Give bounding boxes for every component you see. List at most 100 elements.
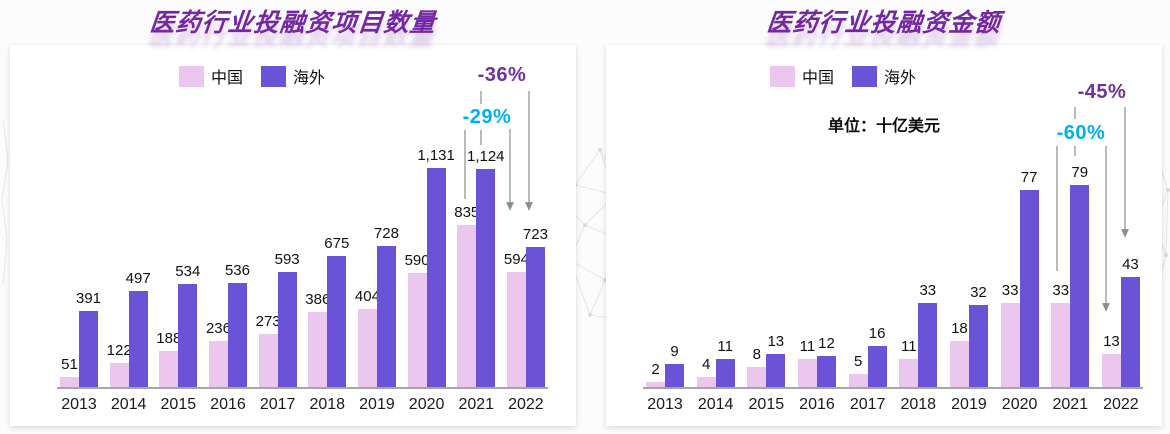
bar-group-2019: 404 728 (355, 224, 399, 387)
bar-group-2015: 188 534 (156, 262, 201, 387)
year-label: 2014 (110, 396, 147, 413)
bar-中国-2020 (1000, 303, 1020, 387)
bar-value-label: 723 (522, 226, 548, 243)
year-label: 2015 (160, 396, 197, 413)
bar-value-label: 5 (853, 353, 863, 370)
bar-group-2020: 590 1,131 (404, 146, 455, 387)
bar-group-2018: 386 675 (305, 234, 349, 387)
year-label: 2013 (61, 396, 97, 413)
bar-plot-area: 51 391 122 497 188 534 236 536 273 593 386 675 404 72… (57, 135, 548, 389)
bar-group-2022: 594 723 (503, 225, 548, 387)
bar-value-label: 391 (75, 290, 102, 307)
year-label: 2016 (799, 396, 835, 413)
bar-海外-2015 (766, 354, 786, 387)
decline-badge-china: -29% (462, 106, 512, 128)
bar-value-label: 11 (900, 338, 917, 355)
legend: 中国 海外 (565, 65, 1121, 87)
bar-value-label: 594 (503, 251, 529, 268)
bar-海外-2020 (426, 168, 446, 387)
bar-中国-2018 (899, 359, 919, 387)
bar-value-label: 236 (205, 320, 231, 337)
bar-中国-2016 (797, 359, 817, 387)
bar-value-label: 593 (274, 251, 300, 268)
bar-海外-2013 (665, 364, 684, 387)
bar-value-label: 8 (752, 346, 761, 363)
bar-group-2016: 11 12 (797, 334, 836, 387)
bar-value-label: 835 (454, 204, 480, 221)
year-label: 2014 (697, 396, 734, 413)
bar-group-2017: 5 16 (848, 324, 887, 387)
bar-海外-2022 (1120, 277, 1140, 387)
legend-item-海外: 海外 (852, 64, 916, 88)
decline-badge-china: -60% (1056, 122, 1106, 144)
year-label: 2018 (309, 396, 346, 413)
bar-海外-2017 (867, 346, 887, 387)
bar-value-label: 4 (701, 356, 711, 373)
bar-value-label: 590 (404, 252, 430, 269)
bar-value-label: 1,124 (466, 148, 505, 165)
x-axis-year-labels: 2013 2014 2015 2016 2017 2018 2019 2020 2021 2022 (57, 396, 548, 414)
bar-value-label: 13 (1103, 333, 1120, 350)
year-label: 2019 (951, 396, 987, 413)
bar-group-2018: 11 33 (899, 281, 938, 387)
decline-badge-overseas: -36% (477, 64, 527, 86)
year-label: 2020 (408, 396, 445, 413)
year-label: 2017 (259, 396, 296, 413)
bar-中国-2013 (646, 382, 665, 387)
bar-value-label: 122 (106, 342, 132, 359)
bar-中国-2015 (747, 367, 767, 387)
chart-title-project-count-text: 医药行业投融资项目数量 (148, 9, 438, 37)
bar-group-2015: 8 13 (747, 332, 786, 387)
legend-swatch (769, 65, 795, 87)
bar-value-label: 79 (1071, 164, 1089, 181)
legend-swatch (178, 65, 204, 87)
bar-海外-2017 (277, 272, 297, 387)
legend-label: 中国 (801, 70, 834, 87)
legend-label: 海外 (884, 70, 917, 87)
bar-value-label: 534 (175, 263, 201, 280)
bar-中国-2019 (357, 309, 377, 387)
bar-中国-2021 (1051, 303, 1071, 387)
bar-plot-area: 2 9 4 11 8 13 11 12 5 16 11 33 18 32 33 77 33 79 13 43 (643, 135, 1143, 389)
bar-value-label: 2 (651, 361, 660, 378)
year-label: 2013 (647, 396, 683, 413)
year-label: 2021 (1052, 396, 1089, 413)
bar-value-label: 43 (1122, 256, 1139, 273)
bar-中国-2018 (308, 312, 328, 387)
bar-value-label: 188 (156, 330, 182, 347)
bar-value-label: 32 (970, 284, 987, 301)
bar-海外-2018 (918, 303, 938, 387)
bar-中国-2014 (109, 363, 129, 387)
bar-group-2020: 33 77 (1000, 168, 1039, 387)
chart-title-funding-amount: 医药行业投融资金额 (606, 3, 1162, 39)
year-label: 2015 (748, 396, 785, 413)
decline-badge-overseas: -45% (1077, 81, 1127, 103)
bar-海外-2020 (1019, 190, 1039, 387)
bar-海外-2019 (968, 305, 988, 387)
chart-title-funding-amount-text: 医药行业投融资金额 (765, 9, 1003, 37)
year-label: 2022 (1103, 396, 1139, 413)
bar-value-label: 386 (305, 291, 331, 308)
bar-中国-2013 (60, 377, 79, 387)
year-label: 2020 (1001, 396, 1038, 413)
bar-中国-2019 (949, 341, 969, 387)
bar-海外-2018 (327, 256, 347, 387)
bar-group-2017: 273 593 (256, 250, 300, 387)
legend-label: 海外 (293, 70, 326, 87)
bar-group-2021: 33 79 (1051, 163, 1090, 387)
bar-海外-2021 (1070, 185, 1090, 387)
bar-group-2021: 835 1,124 (454, 147, 505, 387)
bar-中国-2020 (407, 273, 427, 387)
bar-value-label: 497 (125, 270, 151, 287)
bar-group-2016: 236 536 (205, 261, 250, 387)
bar-group-2019: 18 32 (949, 283, 988, 387)
bar-海外-2015 (178, 284, 198, 387)
bar-中国-2022 (1101, 354, 1121, 387)
bar-中国-2016 (208, 341, 228, 387)
year-label: 2016 (210, 396, 246, 413)
bar-value-label: 18 (951, 320, 968, 337)
bar-value-label: 16 (868, 325, 886, 342)
bar-value-label: 11 (799, 338, 816, 355)
bar-value-label: 33 (1052, 282, 1070, 299)
